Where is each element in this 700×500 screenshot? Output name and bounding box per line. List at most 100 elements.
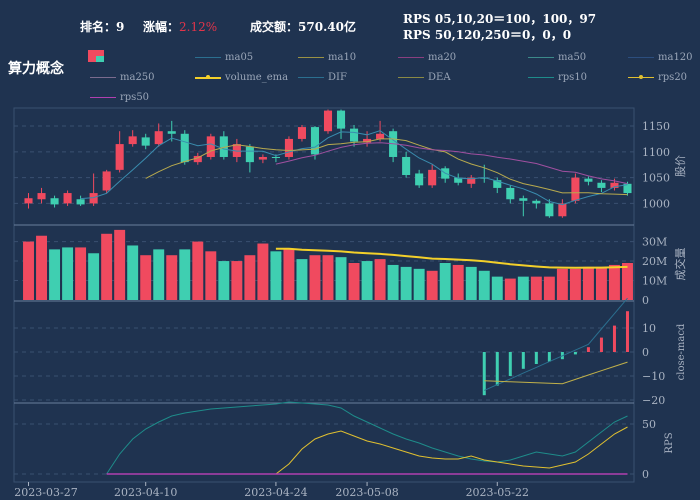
volume-bar [88,253,100,300]
volume-bar [153,249,165,300]
legend-swatch [628,57,654,58]
legend-swatch [298,77,324,78]
candle [323,110,333,132]
change-value: 2.12% [179,20,218,34]
volume-tick: 30M [642,236,667,249]
candle [245,146,254,163]
volume-bar [114,229,126,300]
candle [76,199,85,205]
candle [180,133,189,163]
candle [141,137,150,146]
volume-bar [257,243,269,300]
rps-tick: 0 [642,468,649,481]
candle [310,127,320,155]
x-tick-label: 2023-03-27 [14,486,77,499]
candle [232,144,241,157]
legend-label: rps20 [658,72,688,83]
macd-bar [521,352,525,369]
macd-tick: −10 [642,370,665,383]
legend-item-DEA[interactable]: DEA [398,72,451,83]
legend-item-ma05[interactable]: ma05 [195,52,253,63]
volume-bar [439,263,451,300]
x-tick-label: 2023-05-22 [466,486,529,499]
volume-bar [218,261,230,300]
legend-item-ma50[interactable]: ma50 [528,52,586,63]
rps-line-2: RPS 50,120,250＝0，0，0 [403,28,572,42]
legend-swatch [398,77,424,78]
legend-item-ma10[interactable]: ma10 [298,52,356,63]
macd-bar [625,311,629,352]
volume-bar [556,268,568,300]
volume-bar [608,264,620,300]
volume-bar [205,251,217,300]
volume-bar [36,235,48,300]
volume-bar [582,266,594,300]
legend-item-rps50[interactable]: rps50 [90,92,149,103]
legend-item-volume_ema[interactable]: volume_ema [195,72,288,83]
ma20-line [275,142,628,185]
volume-bar [322,255,334,300]
legend-label: ma05 [225,52,254,63]
candle [336,110,346,129]
candle [219,136,228,157]
candle [50,198,59,205]
candle [493,180,502,188]
rps-line-1: RPS 05,10,20＝100，100，97 [403,12,597,26]
candle [480,177,489,179]
volume-tick: 10M [642,275,667,288]
volume-bar [309,255,321,300]
volume-bar [543,276,555,300]
macd-bar [586,347,590,352]
legend-swatch [528,57,554,58]
macd-bar [534,352,538,364]
rank: 排名：9 [80,18,124,35]
change: 涨幅：2.12% [143,18,217,35]
legend-item-ma250[interactable]: ma250 [90,72,155,83]
candle [63,193,72,204]
legend-label: ma10 [328,52,357,63]
candle [571,177,580,201]
legend-item-rps20[interactable]: rps20 [628,72,687,83]
macd-tick: −20 [642,394,665,407]
legend-label: DIF [328,72,347,83]
volume-bar [413,268,425,300]
macd-axis-label: close-macd [676,323,687,380]
volume-bar [491,276,503,300]
legend-item-DIF[interactable]: DIF [298,72,347,83]
legend-item-ma120[interactable]: ma120 [628,52,693,63]
candle [415,173,424,186]
volume-bar [23,241,34,300]
volume-bar [101,233,113,300]
candle [350,128,359,142]
change-label: 涨幅： [143,20,180,34]
volume-bar [387,264,399,300]
volume-bar [75,247,87,300]
candle [128,136,137,145]
amount-label: 成交额： [250,20,299,34]
candle [363,138,372,143]
legend-label: DEA [428,72,451,83]
ma05-line [80,130,628,206]
plot-frame [13,107,635,483]
volume-bar [569,268,581,300]
volume-axis-label: 成交量 [673,248,687,281]
x-tick-label: 2023-05-08 [335,486,398,499]
rank-value: 9 [116,20,125,34]
legend-swatch [195,74,221,79]
legend-item-rps10[interactable]: rps10 [528,72,587,83]
volume-bar [231,261,243,300]
ma10-line [145,138,628,196]
legend-item-ma20[interactable]: ma20 [398,52,456,63]
candle [532,200,541,204]
legend-label: ma250 [120,72,155,83]
candle [167,131,176,134]
macd-bar [599,337,603,352]
title-icon [88,50,104,62]
volume-bar [361,261,373,300]
volume-bar [49,249,61,300]
volume-tick: 20M [642,255,667,268]
volume-bar [530,276,542,300]
sector-title: 算力概念 [8,61,64,77]
volume-bar [517,276,529,300]
